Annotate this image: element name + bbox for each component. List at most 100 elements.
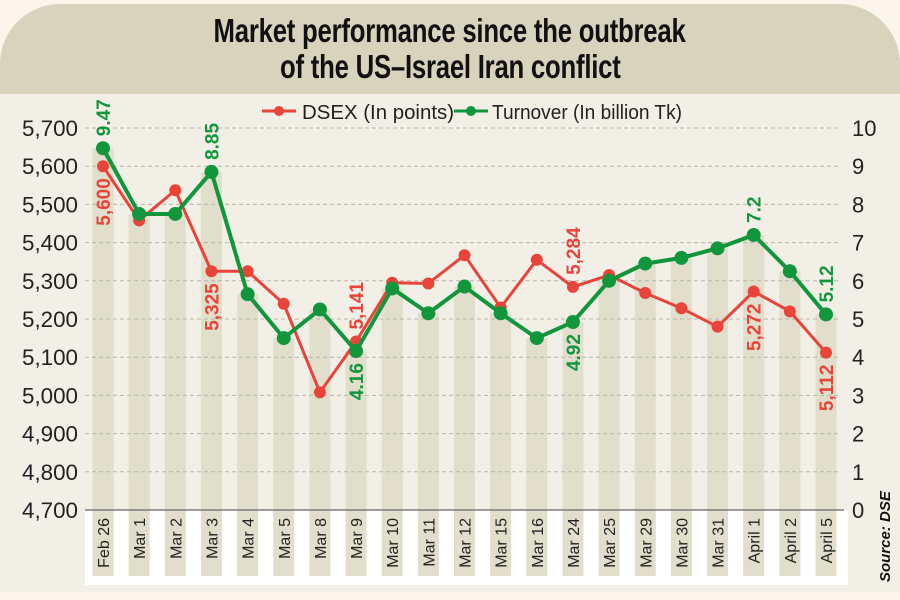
date-label-bg: [128, 510, 150, 576]
date-label-bg: [815, 510, 837, 576]
turnover-point: [168, 206, 183, 221]
dsex-point: [783, 305, 796, 318]
right-axis-tick-label: 2: [852, 422, 864, 447]
turnover-point: [493, 306, 508, 321]
left-axis-tick-label: 5,600: [22, 154, 78, 179]
x-axis-date-label: Mar 16: [530, 518, 547, 568]
x-axis-date-label: Mar 10: [385, 518, 402, 568]
turnover-point: [782, 264, 797, 279]
turnover-series: [96, 141, 833, 359]
date-label-bg: [381, 510, 403, 576]
turnover-point: [457, 279, 472, 294]
x-axis-date-label: Mar 12: [458, 518, 475, 568]
turnover-point: [746, 227, 761, 242]
right-axis-tick-label: 8: [852, 192, 864, 217]
dsex-data-label: 5,112: [817, 365, 838, 412]
dsex-data-label: 5,284: [564, 227, 585, 275]
legend-item-dsex: DSEX (In points): [262, 102, 454, 124]
date-label-bg: [562, 510, 584, 576]
x-axis-labels: Feb 26 Mar 1 Mar 2 Mar 3 Mar 4 Mar 5 Mar 8 Mar …: [96, 518, 836, 568]
turnover-bar: [562, 322, 584, 510]
date-label-bg: [634, 510, 656, 576]
turnover-bar: [779, 271, 801, 510]
turnover-point: [204, 164, 219, 179]
left-axis-tick-label: 4,800: [22, 460, 78, 485]
turnover-bar: [417, 313, 439, 510]
dsex-point: [711, 320, 724, 333]
left-axis-tick-label: 5,200: [22, 307, 78, 332]
x-axis-date-label: Mar 4: [241, 518, 258, 559]
dsex-data-label: 5,325: [202, 283, 223, 331]
x-axis-date-label: April 2: [783, 518, 800, 563]
right-axis-tick-label: 0: [852, 498, 864, 523]
dsex-point: [639, 287, 652, 300]
date-label-bg: [200, 510, 222, 576]
date-label-bg: [309, 510, 331, 576]
left-axis-tick-label: 5,400: [22, 231, 78, 256]
date-label-bg: [598, 510, 620, 576]
turnover-data-label: 7.2: [745, 197, 766, 223]
left-axis-tick-label: 5,100: [22, 345, 78, 370]
dsex-point: [530, 253, 543, 266]
turnover-bar: [454, 286, 475, 510]
legend-dsex-label: DSEX (In points): [302, 102, 454, 124]
right-axis-tick-label: 5: [852, 307, 864, 332]
chart-title-line-2: of the US–Israel Iran conflict: [279, 48, 621, 85]
left-axis-tick-label: 5,000: [22, 383, 78, 408]
turnover-bar: [92, 148, 114, 510]
dsex-point: [205, 265, 218, 278]
turnover-point: [819, 307, 833, 322]
turnover-bar: [200, 171, 222, 510]
dsex-point: [422, 277, 435, 290]
date-label-bg: [743, 510, 765, 576]
turnover-bar: [707, 248, 729, 510]
date-label-bg: [670, 510, 692, 576]
dsex-point: [97, 160, 109, 173]
turnover-point: [529, 331, 544, 346]
turnover-point: [421, 306, 436, 321]
dsex-point: [313, 386, 326, 399]
x-axis-date-label: Feb 26: [96, 518, 113, 568]
x-axis-date-label: Mar 2: [168, 518, 185, 559]
left-axis-tick-label: 5,700: [22, 116, 78, 141]
source-note: Source: DSE: [877, 490, 894, 582]
date-label-bg: [164, 510, 186, 576]
dsex-point: [675, 302, 688, 315]
turnover-data-label: 5.12: [817, 265, 838, 302]
x-axis-date-label: Mar 24: [566, 518, 583, 568]
title-band: Market performance since the outbreak of…: [0, 4, 900, 94]
data-labels: 5,600 5,325 5,141 5,284 5,272 5,112 9.47 8.85 4.…: [94, 99, 838, 411]
x-axis-date-label: Mar 5: [277, 518, 294, 559]
x-axis-date-label: Mar 29: [638, 518, 655, 568]
date-label-bg: [490, 510, 512, 576]
turnover-point: [349, 344, 364, 359]
turnover-bar: [164, 213, 186, 510]
turnover-bar: [237, 294, 259, 510]
left-axis-tick-label: 4,700: [22, 498, 78, 523]
chart-title-line-1: Market performance since the outbreak: [213, 12, 686, 49]
turnover-bar: [526, 338, 548, 510]
date-label-bg: [92, 510, 114, 576]
turnover-bar: [309, 309, 331, 510]
turnover-bar: [490, 313, 512, 510]
turnover-point: [674, 250, 689, 265]
turnover-bar: [381, 288, 403, 510]
turnover-point: [710, 241, 725, 256]
turnover-data-label: 9.47: [94, 99, 115, 136]
legend-item-turnover: Turnover (In billion Tk): [454, 102, 682, 124]
date-label-bg: [779, 510, 801, 576]
date-label-bg: [454, 510, 475, 576]
dsex-point: [458, 249, 471, 262]
dsex-data-label: 5,272: [745, 303, 766, 351]
turnover-point: [638, 256, 653, 271]
dsex-data-label: 5,141: [347, 282, 368, 330]
turnover-point: [240, 287, 255, 302]
x-axis-date-label: Mar 9: [349, 518, 366, 559]
right-axis-tick-label: 6: [852, 269, 864, 294]
turnover-bars: [92, 148, 837, 576]
right-axis-tick-label: 3: [852, 383, 864, 408]
dsex-point: [241, 265, 254, 278]
date-label-bg: [707, 510, 729, 576]
